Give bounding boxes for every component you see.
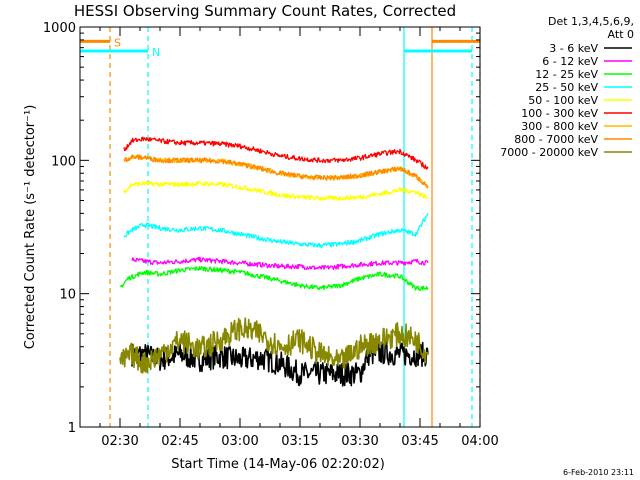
series-line [123, 213, 429, 249]
series-line [119, 317, 429, 374]
x-axis: 02:30 02:45 03:00 03:15 03:30 03:45 04:00 [79, 27, 499, 449]
x-tick-label: 03:15 [281, 434, 318, 449]
y-axis-label: Corrected Count Rate (s⁻¹ detector⁻¹) [23, 105, 38, 350]
annotation-label: S [114, 36, 121, 49]
annotation-bars: SN [80, 36, 480, 59]
y-axis: 1 10 100 1000 [43, 21, 480, 436]
series-line [123, 136, 429, 170]
x-axis-label: Start Time (14-May-06 02:20:02) [171, 457, 385, 472]
legend-item-label: 12 - 25 keV [535, 68, 598, 81]
series-line [123, 154, 429, 189]
x-tick-label: 02:45 [161, 434, 198, 449]
legend-item-label: 6 - 12 keV [542, 55, 598, 68]
legend-item-label: 3 - 6 keV [549, 42, 598, 55]
legend-item-label: 800 - 7000 keV [514, 133, 598, 146]
x-tick-label: 03:30 [341, 434, 378, 449]
annotation-label: N [152, 46, 160, 59]
y-tick-label: 1000 [43, 21, 76, 36]
series-line [123, 180, 429, 201]
x-tick-label: 03:45 [401, 434, 438, 449]
legend-item-label: 50 - 100 keV [528, 94, 598, 107]
y-tick-label: 1 [68, 421, 76, 436]
series-line [131, 256, 429, 271]
legend-header-line1: Det 1,3,4,5,6,9, [548, 15, 634, 28]
legend-header-line2: Att 0 [608, 28, 634, 41]
footer-date: 6-Feb-2010 23:11 [563, 468, 634, 477]
x-tick-label: 03:00 [221, 434, 258, 449]
x-tick-label: 02:30 [101, 434, 138, 449]
legend-item-label: 300 - 800 keV [521, 120, 598, 133]
x-tick-label: 04:00 [461, 434, 498, 449]
y-tick-label: 10 [59, 288, 76, 303]
legend-item-label: 100 - 300 keV [521, 107, 598, 120]
series-line [119, 265, 429, 292]
legend-item-label: 7000 - 20000 keV [500, 146, 598, 159]
chart-title: HESSI Observing Summary Count Rates, Cor… [74, 2, 456, 20]
legend-item-label: 25 - 50 keV [535, 81, 598, 94]
y-tick-label: 100 [51, 154, 76, 169]
series-lines [119, 136, 429, 387]
series-line [131, 341, 429, 387]
